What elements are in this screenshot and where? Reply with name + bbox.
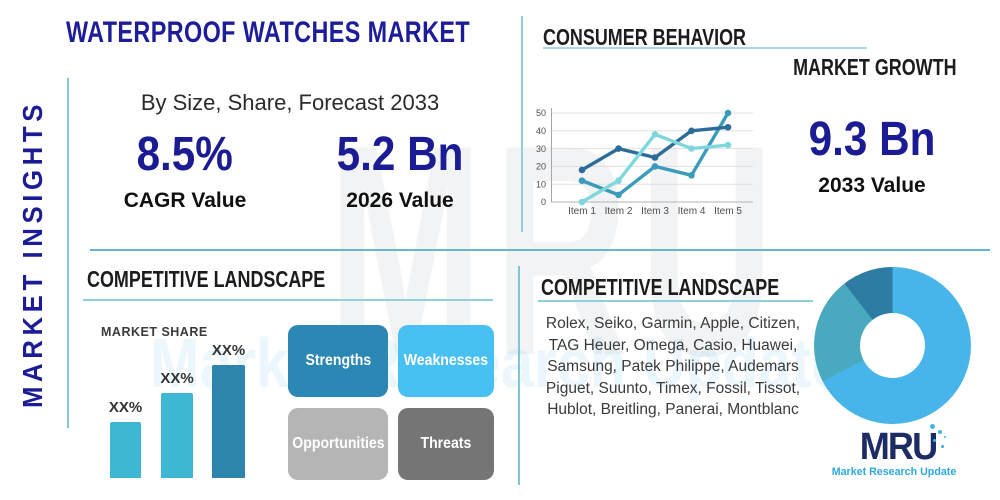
market-share-bar <box>110 422 141 478</box>
svg-text:30: 30 <box>536 144 546 154</box>
sidebar-vertical-label: MARKET INSIGHTS <box>17 100 48 408</box>
company-list: Rolex, Seiko, Garmin, Apple, Citizen, TA… <box>527 313 819 421</box>
stat-cagr-value-text: 8.5% <box>136 128 234 181</box>
stat-2033: 9.3 Bn 2033 Value <box>797 112 947 199</box>
stat-2033-value-text: 9.3 Bn <box>808 113 936 166</box>
company-list-line: Samsung, Patek Philippe, Audemars <box>547 358 799 375</box>
svg-text:0: 0 <box>541 197 546 207</box>
market-share-bar-value: XX% <box>160 370 194 387</box>
svg-text:10: 10 <box>536 179 546 189</box>
market-growth-heading-text: MARKET GROWTH <box>793 54 957 80</box>
swot-weaknesses-label: Weaknesses <box>403 352 489 369</box>
stat-cagr-value: 8.5% <box>100 127 270 183</box>
swot-grid: Strengths Weaknesses Opportunities Threa… <box>288 325 494 480</box>
svg-text:Item 1: Item 1 <box>568 206 596 217</box>
page-title-text: WATERPROOF WATCHES MARKET <box>66 16 471 49</box>
market-share-bar-value: XX% <box>108 399 143 416</box>
top-right-vertical-divider <box>521 16 523 232</box>
company-list-line: TAG Heuer, Omega, Casio, Huawei, <box>548 336 798 354</box>
market-growth-heading: MARKET GROWTH <box>747 54 957 81</box>
swot-weaknesses-card: Weaknesses <box>398 325 494 397</box>
logo-bubble-icon <box>938 430 942 434</box>
consumer-behavior-heading: CONSUMER BEHAVIOR <box>543 24 803 51</box>
stat-2026-label: 2026 Value <box>346 189 454 212</box>
svg-text:Item 4: Item 4 <box>678 206 706 217</box>
logo-bubble-icon <box>930 424 935 429</box>
consumer-behavior-line-chart: 0 10 20 30 40 50 Item 1 Item 2 Item 3 Item 4 Item … <box>536 108 753 217</box>
market-share-bar <box>212 365 245 478</box>
company-list-line: Piguet, Suunto, Timex, Fossil, Tissot, <box>545 379 801 397</box>
stat-cagr-label: CAGR Value <box>123 189 247 212</box>
market-share-bar-chart: XX% XX% XX% <box>95 336 265 478</box>
svg-text:Item 2: Item 2 <box>605 206 633 217</box>
swot-strengths-label: Strengths <box>305 352 371 369</box>
watermark-tagline-text: Market Research Update <box>150 324 845 402</box>
competitive-landscape-left-underline <box>83 299 493 301</box>
section-divider <box>90 249 990 251</box>
svg-text:Item 3: Item 3 <box>641 206 669 217</box>
market-share-bar <box>161 393 193 478</box>
sidebar-vertical-divider <box>67 78 69 428</box>
stat-2026-value-text: 5.2 Bn <box>336 128 464 181</box>
swot-threats-card: Threats <box>398 408 494 480</box>
swot-strengths-card: Strengths <box>288 325 388 397</box>
market-share-donut-chart <box>814 267 971 424</box>
svg-text:20: 20 <box>536 162 546 172</box>
competitive-landscape-right-heading-text: COMPETITIVE LANDSCAPE <box>541 274 780 300</box>
company-list-line: Hublot, Breitling, Panerai, Montblanc <box>547 401 799 418</box>
competitive-landscape-left-heading: COMPETITIVE LANDSCAPE <box>87 266 392 293</box>
swot-threats-label: Threats <box>420 435 472 452</box>
market-share-title: MARKET SHARE <box>101 325 208 339</box>
competitive-landscape-right-heading: COMPETITIVE LANDSCAPE <box>541 274 846 301</box>
page-title: WATERPROOF WATCHES MARKET <box>66 16 584 50</box>
page-subtitle: By Size, Share, Forecast 2033 <box>140 90 440 115</box>
consumer-behavior-heading-text: CONSUMER BEHAVIOR <box>543 24 747 50</box>
competitive-landscape-right-underline <box>538 300 813 302</box>
bottom-right-vertical-divider <box>518 266 520 485</box>
consumer-behavior-underline <box>543 47 867 49</box>
svg-text:40: 40 <box>536 126 546 136</box>
svg-text:Item 5: Item 5 <box>714 206 742 217</box>
stat-2026-value: 5.2 Bn <box>325 127 475 183</box>
logo-bubble-icon <box>941 445 944 448</box>
mru-logo: MRU <box>859 426 938 468</box>
swot-opportunities-label: Opportunities <box>291 435 385 452</box>
market-share-bar-value: XX% <box>211 342 246 359</box>
competitive-landscape-left-heading-text: COMPETITIVE LANDSCAPE <box>87 266 326 292</box>
stat-2033-value: 9.3 Bn <box>797 112 947 168</box>
company-list-line: Rolex, Seiko, Garmin, Apple, Citizen, <box>545 315 801 332</box>
stat-2026: 5.2 Bn 2026 Value <box>325 127 475 214</box>
svg-text:50: 50 <box>536 108 546 118</box>
logo-bubble-icon <box>944 436 946 438</box>
stat-2033-label: 2033 Value <box>818 174 926 197</box>
donut-hole <box>860 313 925 378</box>
mru-logo-tagline: Market Research Update <box>831 466 957 478</box>
logo-bubble-icon <box>933 439 936 442</box>
swot-opportunities-card: Opportunities <box>288 408 388 480</box>
stat-cagr: 8.5% CAGR Value <box>100 127 270 214</box>
